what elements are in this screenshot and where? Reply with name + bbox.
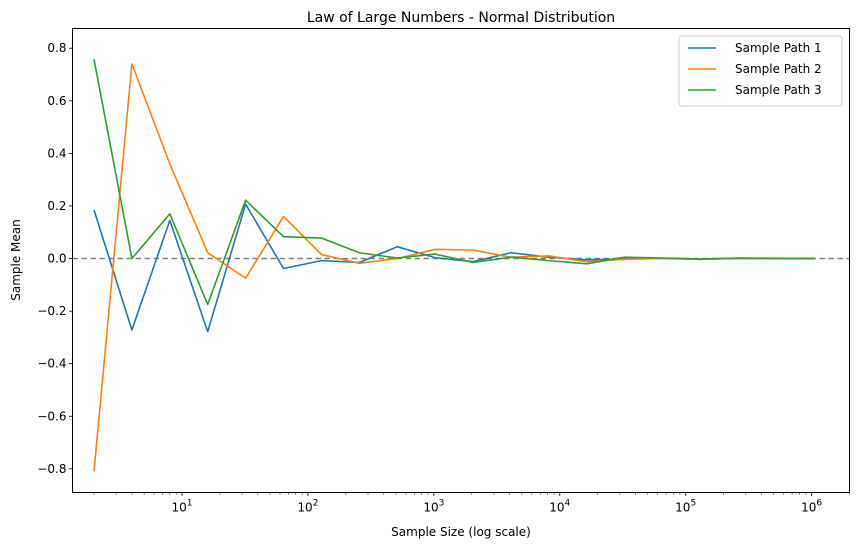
x-tick-label: 106: [801, 499, 822, 515]
y-tick-label: −0.2: [37, 304, 66, 318]
series-lines: [93, 59, 815, 472]
x-tick-label: 104: [549, 499, 570, 515]
y-tick-label: 0.4: [47, 146, 66, 160]
y-tick-label: −0.4: [37, 357, 66, 371]
y-tick-label: 0.6: [47, 94, 66, 108]
y-tick-label: −0.8: [37, 462, 66, 476]
legend-label-1: Sample Path 1: [735, 41, 822, 55]
x-axis-ticks: 101 102 103 104 105 106: [171, 492, 822, 515]
chart-title: Law of Large Numbers - Normal Distributi…: [307, 10, 615, 26]
series-line-3: [93, 59, 815, 306]
y-tick-label: −0.6: [37, 409, 66, 423]
x-tick-label: 105: [675, 499, 696, 515]
x-tick-label: 102: [297, 499, 318, 515]
legend-label-3: Sample Path 3: [735, 83, 822, 97]
legend-label-2: Sample Path 2: [735, 62, 822, 76]
y-axis-ticks: 0.8 0.6 0.4 0.2 0.0 −0.2 −0.4 −0.6 −0.8: [37, 41, 73, 476]
legend: Sample Path 1 Sample Path 2 Sample Path 3: [678, 35, 843, 107]
y-tick-label: 0.8: [47, 41, 66, 55]
x-tick-label: 101: [171, 499, 192, 515]
x-axis-label: Sample Size (log scale): [391, 525, 531, 539]
y-tick-label: 0.0: [47, 252, 66, 266]
legend-frame: [678, 35, 843, 107]
x-tick-label: 103: [423, 499, 444, 515]
y-tick-label: 0.2: [47, 199, 66, 213]
y-axis-label: Sample Mean: [9, 219, 23, 301]
x-minor-ticks: [93, 492, 850, 495]
